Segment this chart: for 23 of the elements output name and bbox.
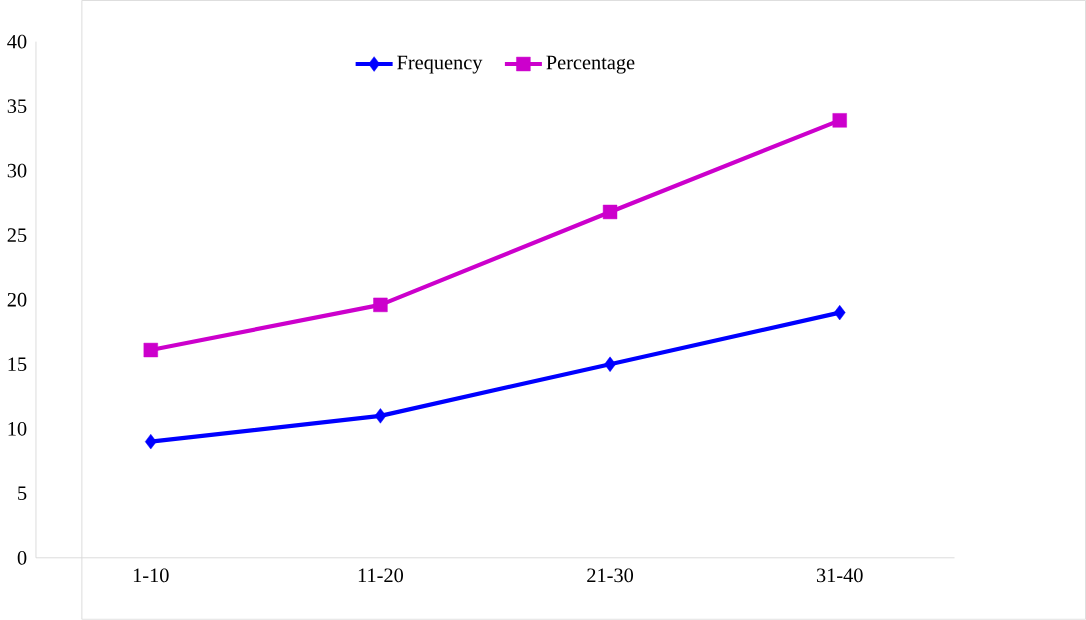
x-tick-label: 31-40 (816, 568, 863, 583)
point (832, 113, 847, 128)
y-tick-label: 5 (18, 486, 27, 501)
x-tick-label: 21-30 (587, 568, 634, 583)
x-tick-label: 1-10 (133, 568, 169, 583)
legend-label: Percentage (546, 55, 635, 74)
legend-label: Frequency (397, 55, 483, 74)
point (833, 305, 846, 321)
point (373, 297, 388, 313)
y-tick-label: 25 (7, 228, 27, 243)
point (143, 342, 158, 358)
point (602, 204, 618, 220)
y-tick-label: 15 (8, 357, 27, 372)
y-tick-label: 40 (7, 34, 27, 49)
point (604, 356, 616, 372)
y-tick-label: 30 (7, 163, 27, 178)
y-tick-label: 20 (7, 292, 27, 307)
point (145, 434, 157, 450)
y-tick-label: 10 (8, 422, 27, 436)
point (374, 408, 387, 424)
y-tick-label: 35 (7, 99, 27, 114)
y-tick-label: 0 (17, 551, 27, 565)
x-tick-label: 11-20 (358, 568, 404, 583)
